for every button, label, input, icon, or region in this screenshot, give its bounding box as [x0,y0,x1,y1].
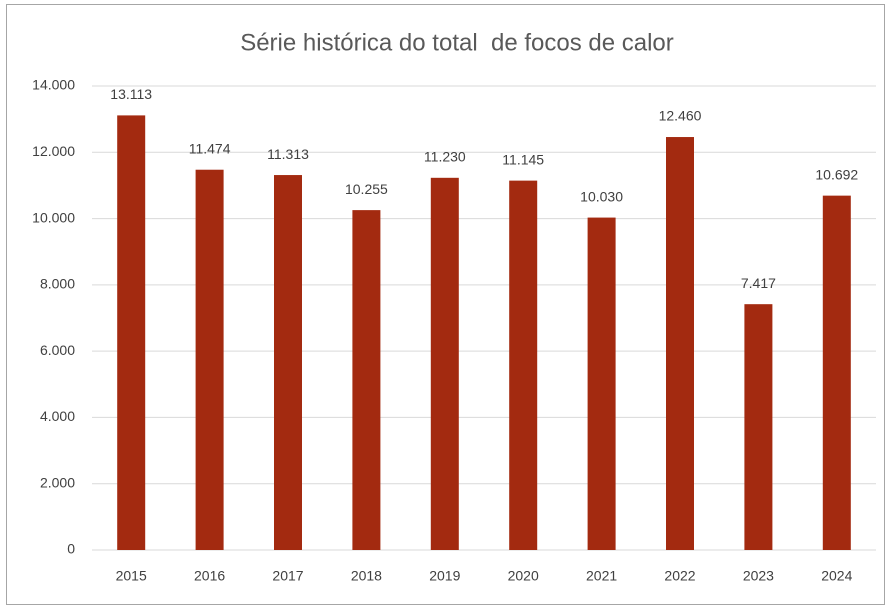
x-tick-label: 2021 [586,568,617,584]
y-tick-label: 2.000 [40,474,75,490]
data-label: 10.255 [345,181,388,197]
bar [509,180,538,550]
y-tick-label: 10.000 [32,209,75,225]
chart-title: Série histórica do total de focos de cal… [240,29,674,56]
bar [274,175,302,550]
bar [744,304,773,550]
data-label: 10.692 [815,166,858,182]
bar [352,210,381,550]
x-tick-label: 2024 [821,568,852,584]
data-label: 10.030 [580,188,623,204]
x-tick-label: 2016 [194,568,225,584]
data-label: 11.474 [189,140,231,156]
data-label: 7.417 [741,275,776,291]
bar [587,217,616,550]
data-label: 13.113 [110,86,152,102]
x-tick-label: 2020 [508,568,539,584]
bar [117,115,146,551]
data-label: 11.313 [267,146,309,162]
bar [666,137,694,551]
x-tick-label: 2022 [664,568,695,584]
x-tick-label: 2017 [272,568,303,584]
y-tick-label: 0 [67,541,75,557]
data-label: 11.145 [502,151,544,167]
x-tick-label: 2015 [116,568,147,584]
bar [195,169,224,550]
x-tick-label: 2023 [743,568,774,584]
x-tick-label: 2019 [429,568,460,584]
bar [822,195,851,550]
y-tick-label: 6.000 [40,342,75,358]
y-tick-label: 14.000 [32,77,75,93]
data-label: 12.460 [659,108,702,124]
bar [430,177,459,550]
data-label: 11.230 [424,149,466,165]
y-tick-label: 12.000 [32,143,75,159]
x-tick-label: 2018 [351,568,382,584]
y-tick-label: 4.000 [40,408,75,424]
y-tick-label: 8.000 [40,276,75,292]
